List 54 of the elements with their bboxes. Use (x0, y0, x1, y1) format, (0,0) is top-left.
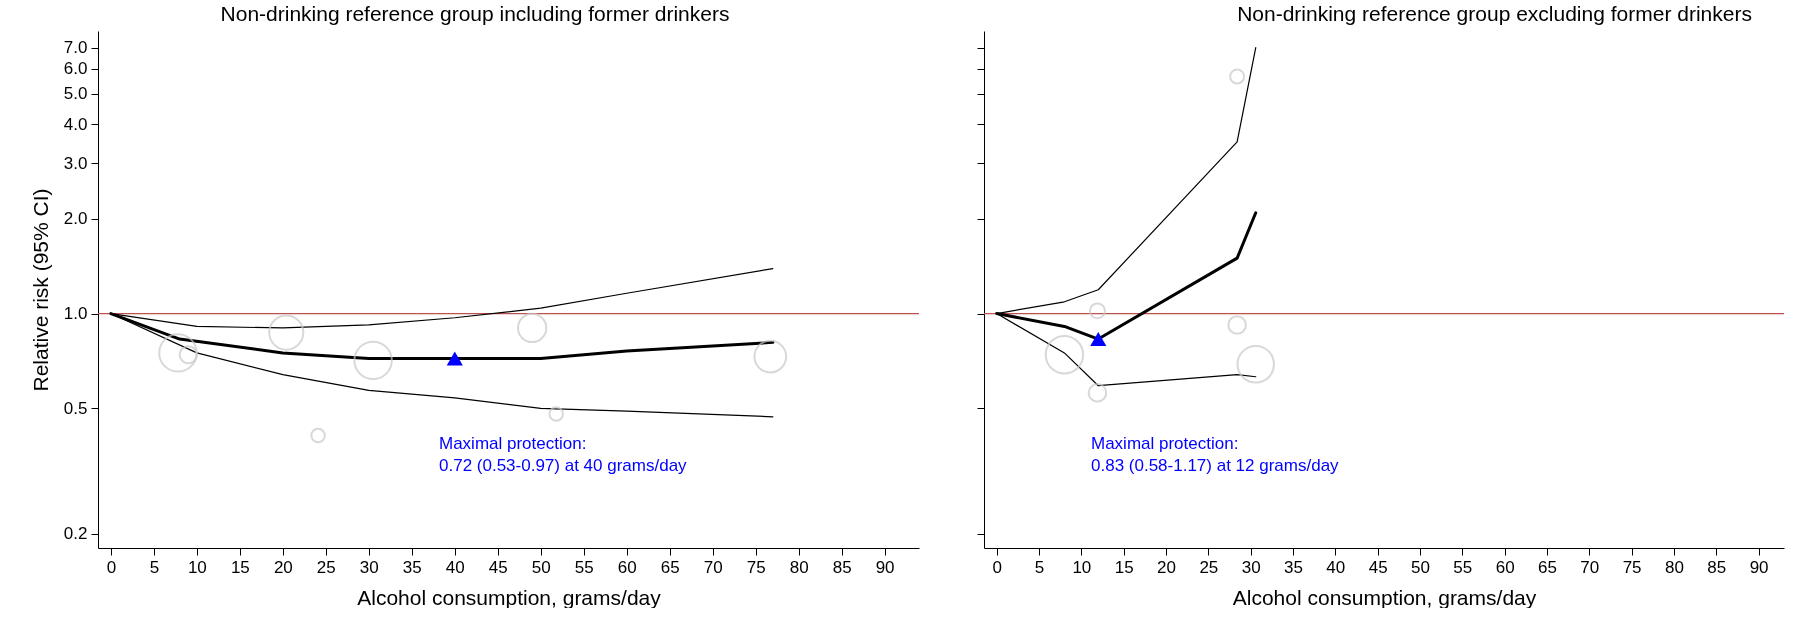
y-tick-label: 0.5 (63, 398, 88, 418)
x-tick-label: 90 (1749, 557, 1769, 577)
y-tick-label: 5.0 (63, 84, 88, 104)
x-tick-label: 50 (1411, 557, 1430, 577)
x-tick-label: 80 (1664, 557, 1684, 577)
x-tick-label: 45 (488, 557, 508, 577)
x-tick-label: 20 (1157, 557, 1176, 577)
x-tick-label: 70 (1580, 557, 1600, 577)
x-tick-label: 0 (992, 557, 1002, 577)
x-tick-label: 40 (1326, 557, 1346, 577)
x-tick-label: 85 (1707, 557, 1727, 577)
x-tick-label: 25 (1199, 557, 1219, 577)
x-tick-label: 60 (617, 557, 637, 577)
y-tick-label: 6.0 (63, 59, 88, 79)
x-tick-label: 60 (1495, 557, 1515, 577)
x-tick-label: 90 (875, 557, 895, 577)
x-tick-label: 10 (187, 557, 207, 577)
x-tick-label: 5 (149, 557, 160, 577)
x-tick-label: 25 (316, 557, 336, 577)
y-tick-label: 2.0 (63, 209, 88, 229)
x-tick-label: 45 (1368, 557, 1388, 577)
chart-title: Non-drinking reference group including former drinkers (220, 2, 730, 25)
x-tick-label: 35 (1284, 557, 1303, 577)
annotation: Maximal protection: 0.83 (0.58-1.17) at 12 grams/day (1091, 434, 1340, 475)
x-tick-label: 50 (531, 557, 551, 577)
y-tick-label: 0.2 (63, 524, 88, 544)
x-tick-label: 15 (230, 557, 250, 577)
x-tick-label: 10 (1072, 557, 1092, 577)
y-axis-title: Relative risk (95% CI) (28, 188, 52, 392)
y-tick-label: 1.0 (63, 304, 88, 324)
x-tick-label: 55 (574, 557, 594, 577)
x-axis-title: Alcohol consumption, grams/day (1232, 585, 1537, 609)
y-tick-label: 7.0 (63, 38, 88, 58)
x-tick-label: 75 (1622, 557, 1642, 577)
x-tick-label: 30 (1241, 557, 1261, 577)
x-tick-label: 20 (273, 557, 293, 577)
chart-title: Non-drinking reference group excluding former drinkers (1237, 2, 1752, 25)
x-tick-label: 75 (746, 557, 766, 577)
x-tick-label: 85 (832, 557, 852, 577)
y-tick-label: 3.0 (63, 153, 88, 173)
x-tick-label: 70 (703, 557, 723, 577)
x-tick-label: 15 (1114, 557, 1134, 577)
x-tick-label: 5 (1034, 557, 1045, 577)
x-axis-title: Alcohol consumption, grams/day (357, 585, 662, 609)
x-tick-label: 55 (1453, 557, 1473, 577)
y-tick-label: 4.0 (63, 114, 88, 134)
annotation: Maximal protection: 0.72 (0.53-0.97) at 40 grams/day (439, 434, 688, 475)
x-tick-label: 35 (402, 557, 422, 577)
x-tick-label: 65 (660, 557, 680, 577)
x-tick-label: 40 (445, 557, 465, 577)
x-tick-label: 30 (359, 557, 379, 577)
x-tick-label: 65 (1538, 557, 1557, 577)
x-tick-label: 80 (789, 557, 809, 577)
x-tick-label: 0 (106, 557, 117, 577)
